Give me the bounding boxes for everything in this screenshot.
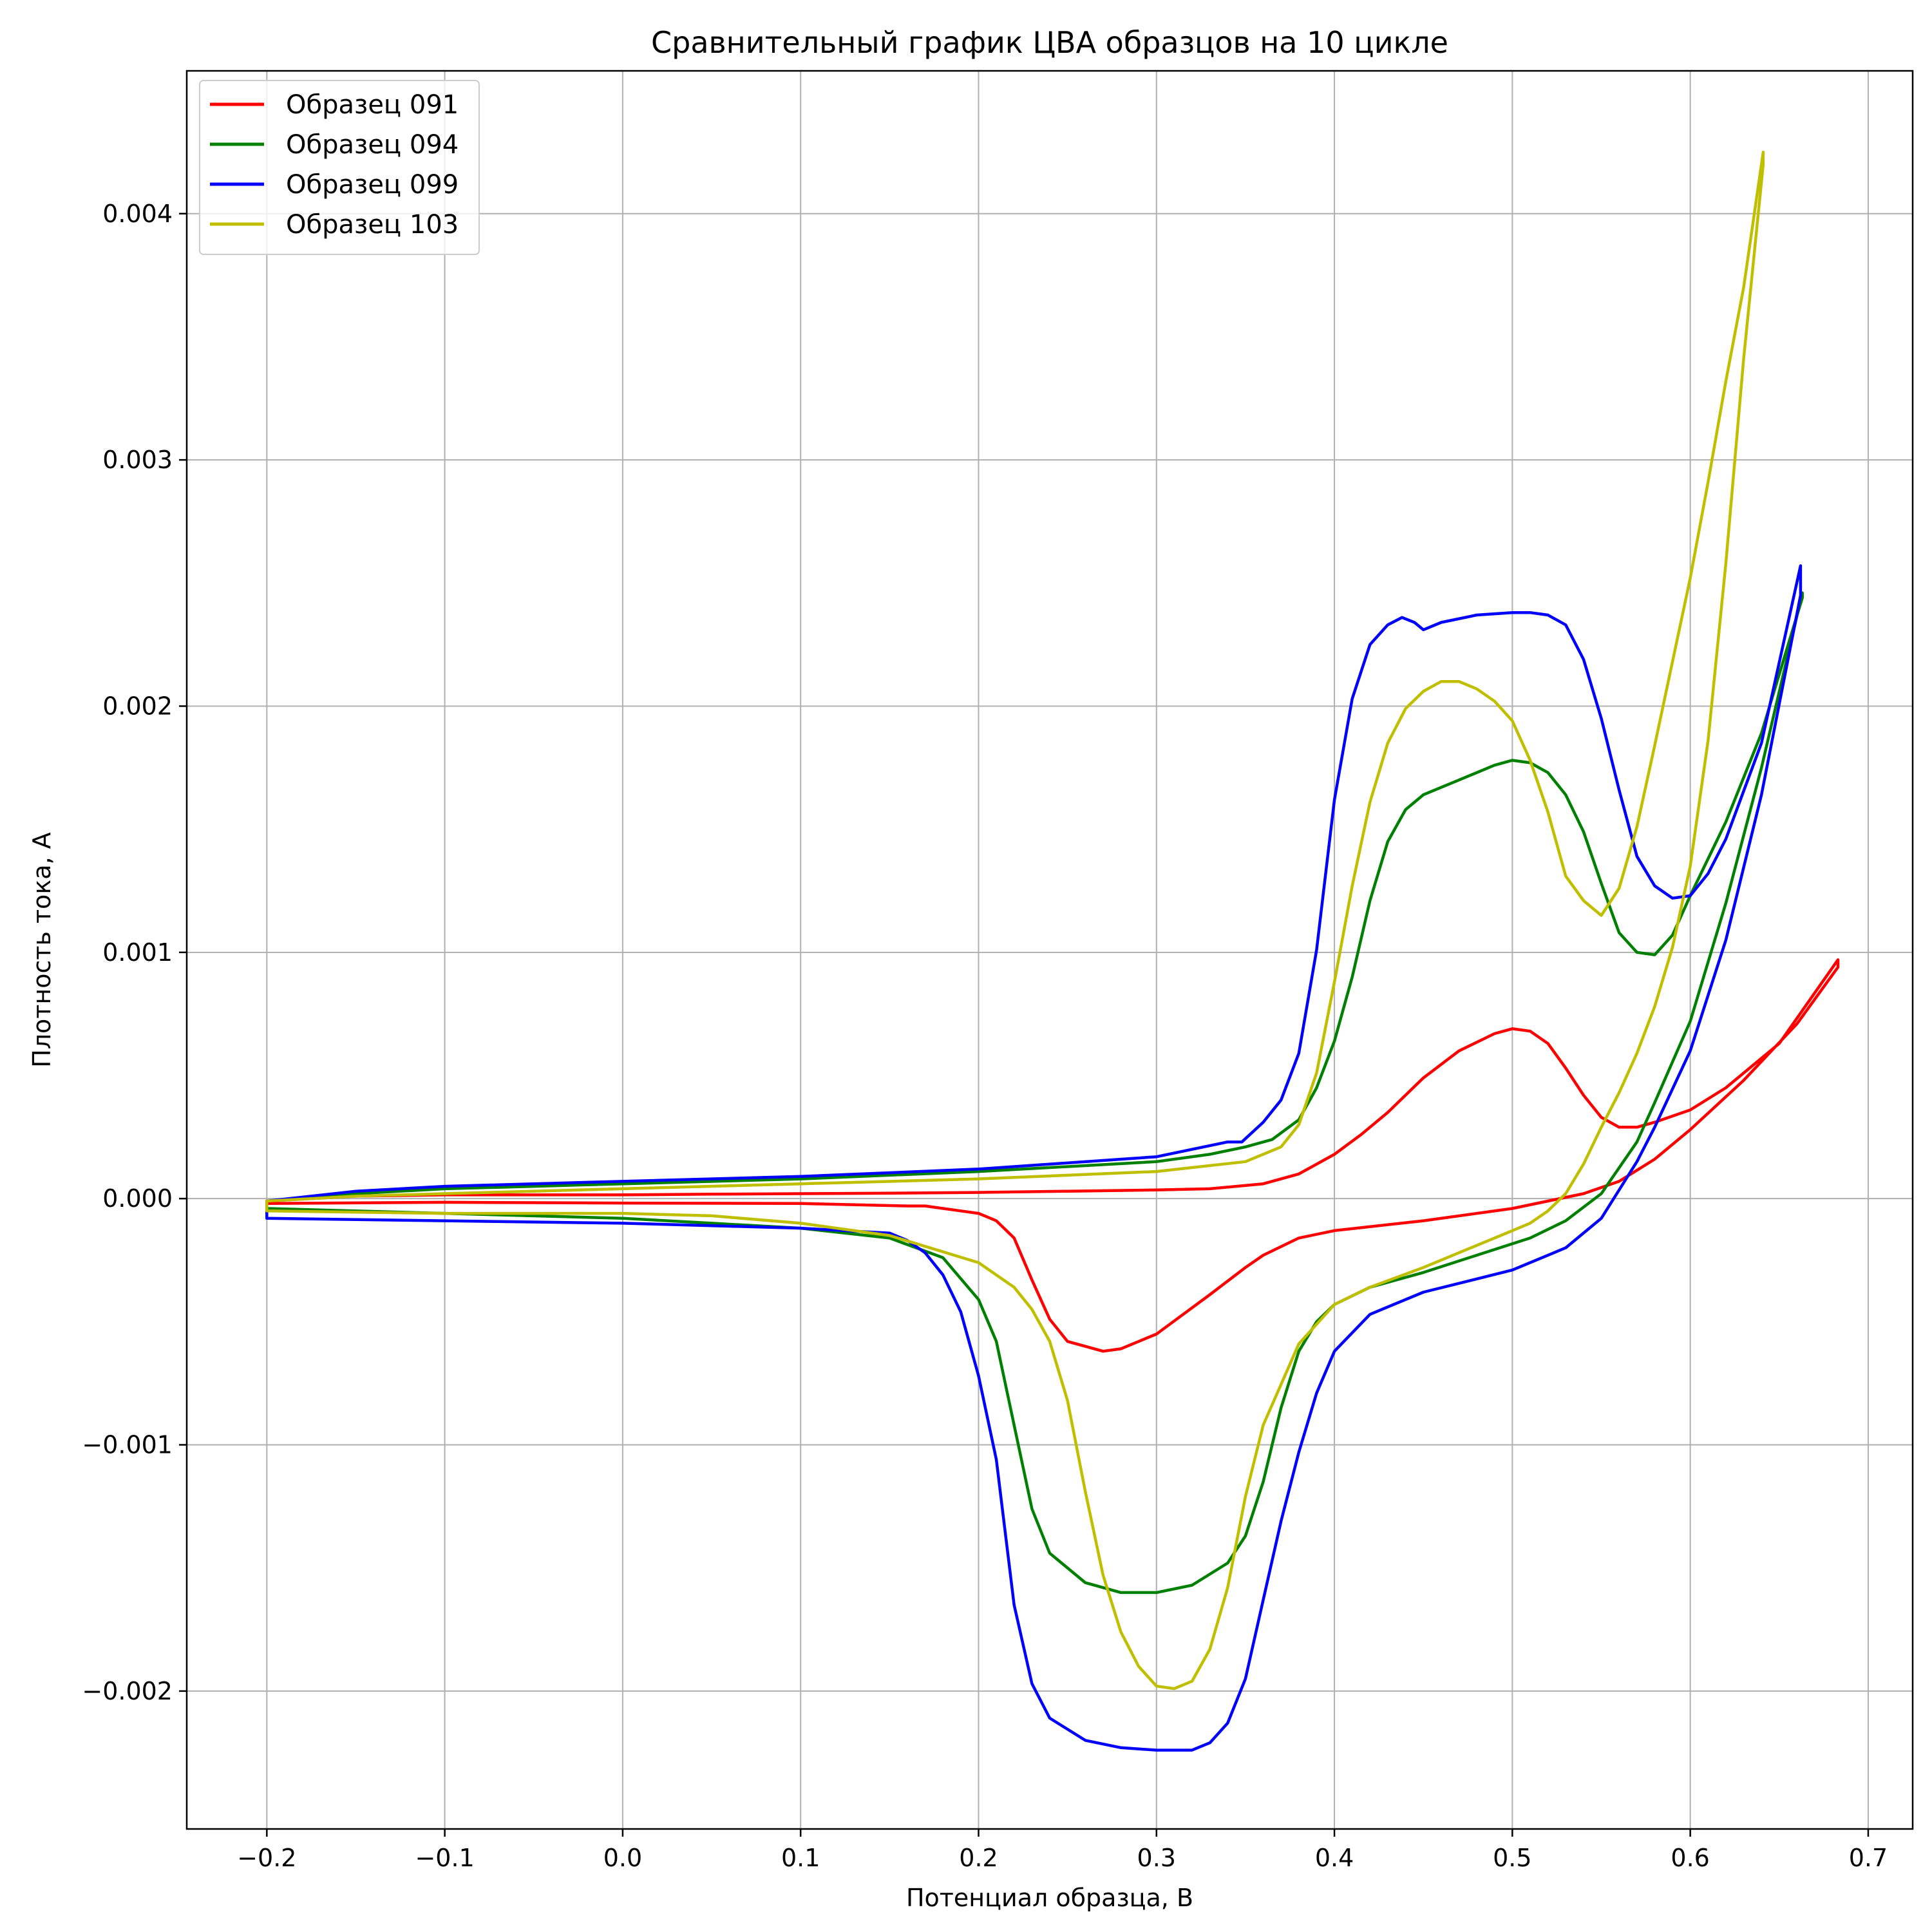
y-tick-label: 0.004 [102, 200, 173, 228]
legend-label-3: Образец 099 [286, 170, 459, 200]
x-tick-label: 0.4 [1315, 1844, 1354, 1872]
y-tick-label: 0.001 [102, 938, 173, 967]
x-axis-label: Потенциал образца, В [906, 1884, 1193, 1912]
y-axis-ticks: −0.002 −0.001 0.000 0.001 0.002 0.003 0.004 [82, 200, 187, 1705]
x-tick-label: 0.0 [603, 1844, 642, 1872]
y-tick-label: −0.001 [82, 1431, 173, 1459]
plot-frame [185, 70, 1914, 1830]
x-tick-label: 0.6 [1671, 1844, 1709, 1872]
series-line-3 [265, 564, 1803, 1752]
grid [187, 71, 1913, 1829]
x-tick-label: 0.3 [1137, 1844, 1176, 1872]
y-tick-label: −0.002 [82, 1677, 173, 1705]
legend: Образец 091 Образец 094 Образец 099 Образец… [199, 80, 480, 255]
x-tick-label: −0.1 [415, 1844, 474, 1872]
x-tick-label: 0.1 [781, 1844, 820, 1872]
y-tick-label: 0.000 [102, 1184, 173, 1213]
x-tick-label: 0.2 [959, 1844, 998, 1872]
y-tick-label: 0.003 [102, 446, 173, 474]
chart-title: Сравнительный график ЦВА образцов на 10 … [651, 25, 1448, 60]
x-tick-label: −0.2 [237, 1844, 296, 1872]
series-line-4 [265, 150, 1765, 1690]
legend-box [199, 80, 480, 255]
x-axis-ticks: −0.2 −0.1 0.0 0.1 0.2 0.3 0.4 0.5 0.6 0.7 [237, 1829, 1888, 1872]
legend-label-4: Образец 103 [286, 210, 459, 240]
y-tick-label: 0.002 [102, 692, 173, 720]
legend-label-2: Образец 094 [286, 130, 459, 160]
plot-lines [265, 150, 1840, 1752]
legend-label-1: Образец 091 [286, 90, 459, 120]
series-line-1 [265, 958, 1840, 1353]
x-tick-label: 0.5 [1493, 1844, 1531, 1872]
series-line-2 [265, 591, 1804, 1595]
y-axis-label: Плотность тока, А [28, 832, 56, 1068]
x-tick-label: 0.7 [1849, 1844, 1888, 1872]
